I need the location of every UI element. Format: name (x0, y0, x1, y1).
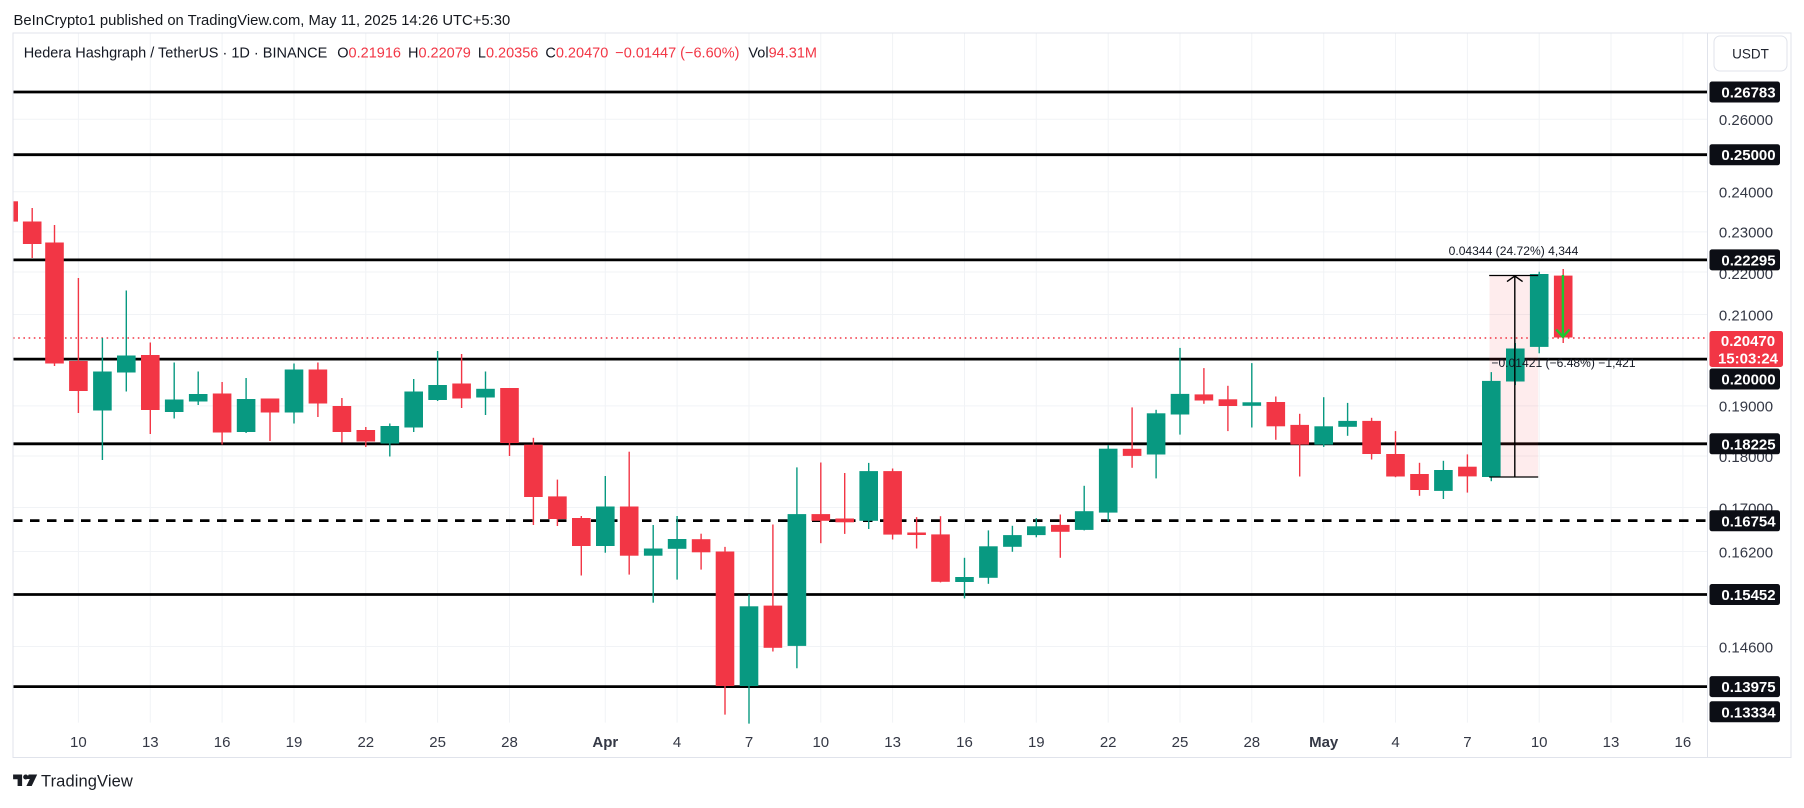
svg-text:10: 10 (1531, 734, 1548, 751)
svg-text:13: 13 (884, 734, 901, 751)
svg-text:0.20000: 0.20000 (1721, 372, 1775, 389)
svg-text:0.14600: 0.14600 (1719, 639, 1773, 656)
svg-text:16: 16 (214, 734, 231, 751)
svg-text:USDT: USDT (1732, 46, 1769, 61)
svg-text:15:03:24: 15:03:24 (1718, 350, 1779, 367)
svg-text:Hedera Hashgraph / TetherUS ·: Hedera Hashgraph / TetherUS · 1D · BINAN… (24, 46, 817, 62)
svg-text:TradingView: TradingView (41, 773, 133, 791)
svg-text:Apr: Apr (592, 734, 618, 751)
svg-text:0.04344 (24.72%) 4,344: 0.04344 (24.72%) 4,344 (1449, 244, 1579, 258)
svg-text:10: 10 (70, 734, 87, 751)
svg-text:16: 16 (956, 734, 973, 751)
svg-text:0.25000: 0.25000 (1721, 147, 1775, 164)
svg-text:28: 28 (501, 734, 518, 751)
svg-text:13: 13 (1603, 734, 1620, 751)
svg-text:25: 25 (1172, 734, 1189, 751)
svg-text:BeInCrypto1 published on Tradi: BeInCrypto1 published on TradingView.com… (14, 13, 511, 29)
svg-text:0.20470: 0.20470 (1721, 333, 1775, 350)
svg-text:0.15452: 0.15452 (1721, 587, 1775, 604)
svg-text:May: May (1309, 734, 1339, 751)
svg-text:25: 25 (429, 734, 446, 751)
svg-text:0.22295: 0.22295 (1721, 252, 1775, 269)
svg-text:16: 16 (1675, 734, 1692, 751)
svg-text:19: 19 (1028, 734, 1045, 751)
svg-text:0.26783: 0.26783 (1721, 85, 1775, 102)
svg-text:22: 22 (357, 734, 374, 751)
svg-text:28: 28 (1243, 734, 1260, 751)
svg-text:0.16200: 0.16200 (1719, 544, 1773, 561)
svg-text:0.21000: 0.21000 (1719, 307, 1773, 324)
svg-text:0.16754: 0.16754 (1721, 513, 1776, 530)
svg-text:0.13334: 0.13334 (1721, 704, 1776, 721)
svg-text:7: 7 (745, 734, 753, 751)
svg-text:7: 7 (1463, 734, 1471, 751)
svg-text:10: 10 (812, 734, 829, 751)
svg-text:4: 4 (1391, 734, 1399, 751)
svg-text:0.23000: 0.23000 (1719, 225, 1773, 242)
svg-text:4: 4 (673, 734, 681, 751)
svg-text:−0.01421 (−6.48%) −1,421: −0.01421 (−6.48%) −1,421 (1491, 356, 1636, 370)
svg-text:13: 13 (142, 734, 159, 751)
svg-text:0.19000: 0.19000 (1719, 399, 1773, 416)
svg-text:22: 22 (1100, 734, 1117, 751)
svg-text:0.26000: 0.26000 (1719, 112, 1773, 129)
svg-text:0.18225: 0.18225 (1721, 436, 1775, 453)
svg-text:0.13975: 0.13975 (1721, 679, 1775, 696)
svg-text:0.24000: 0.24000 (1719, 185, 1773, 202)
svg-text:19: 19 (286, 734, 303, 751)
